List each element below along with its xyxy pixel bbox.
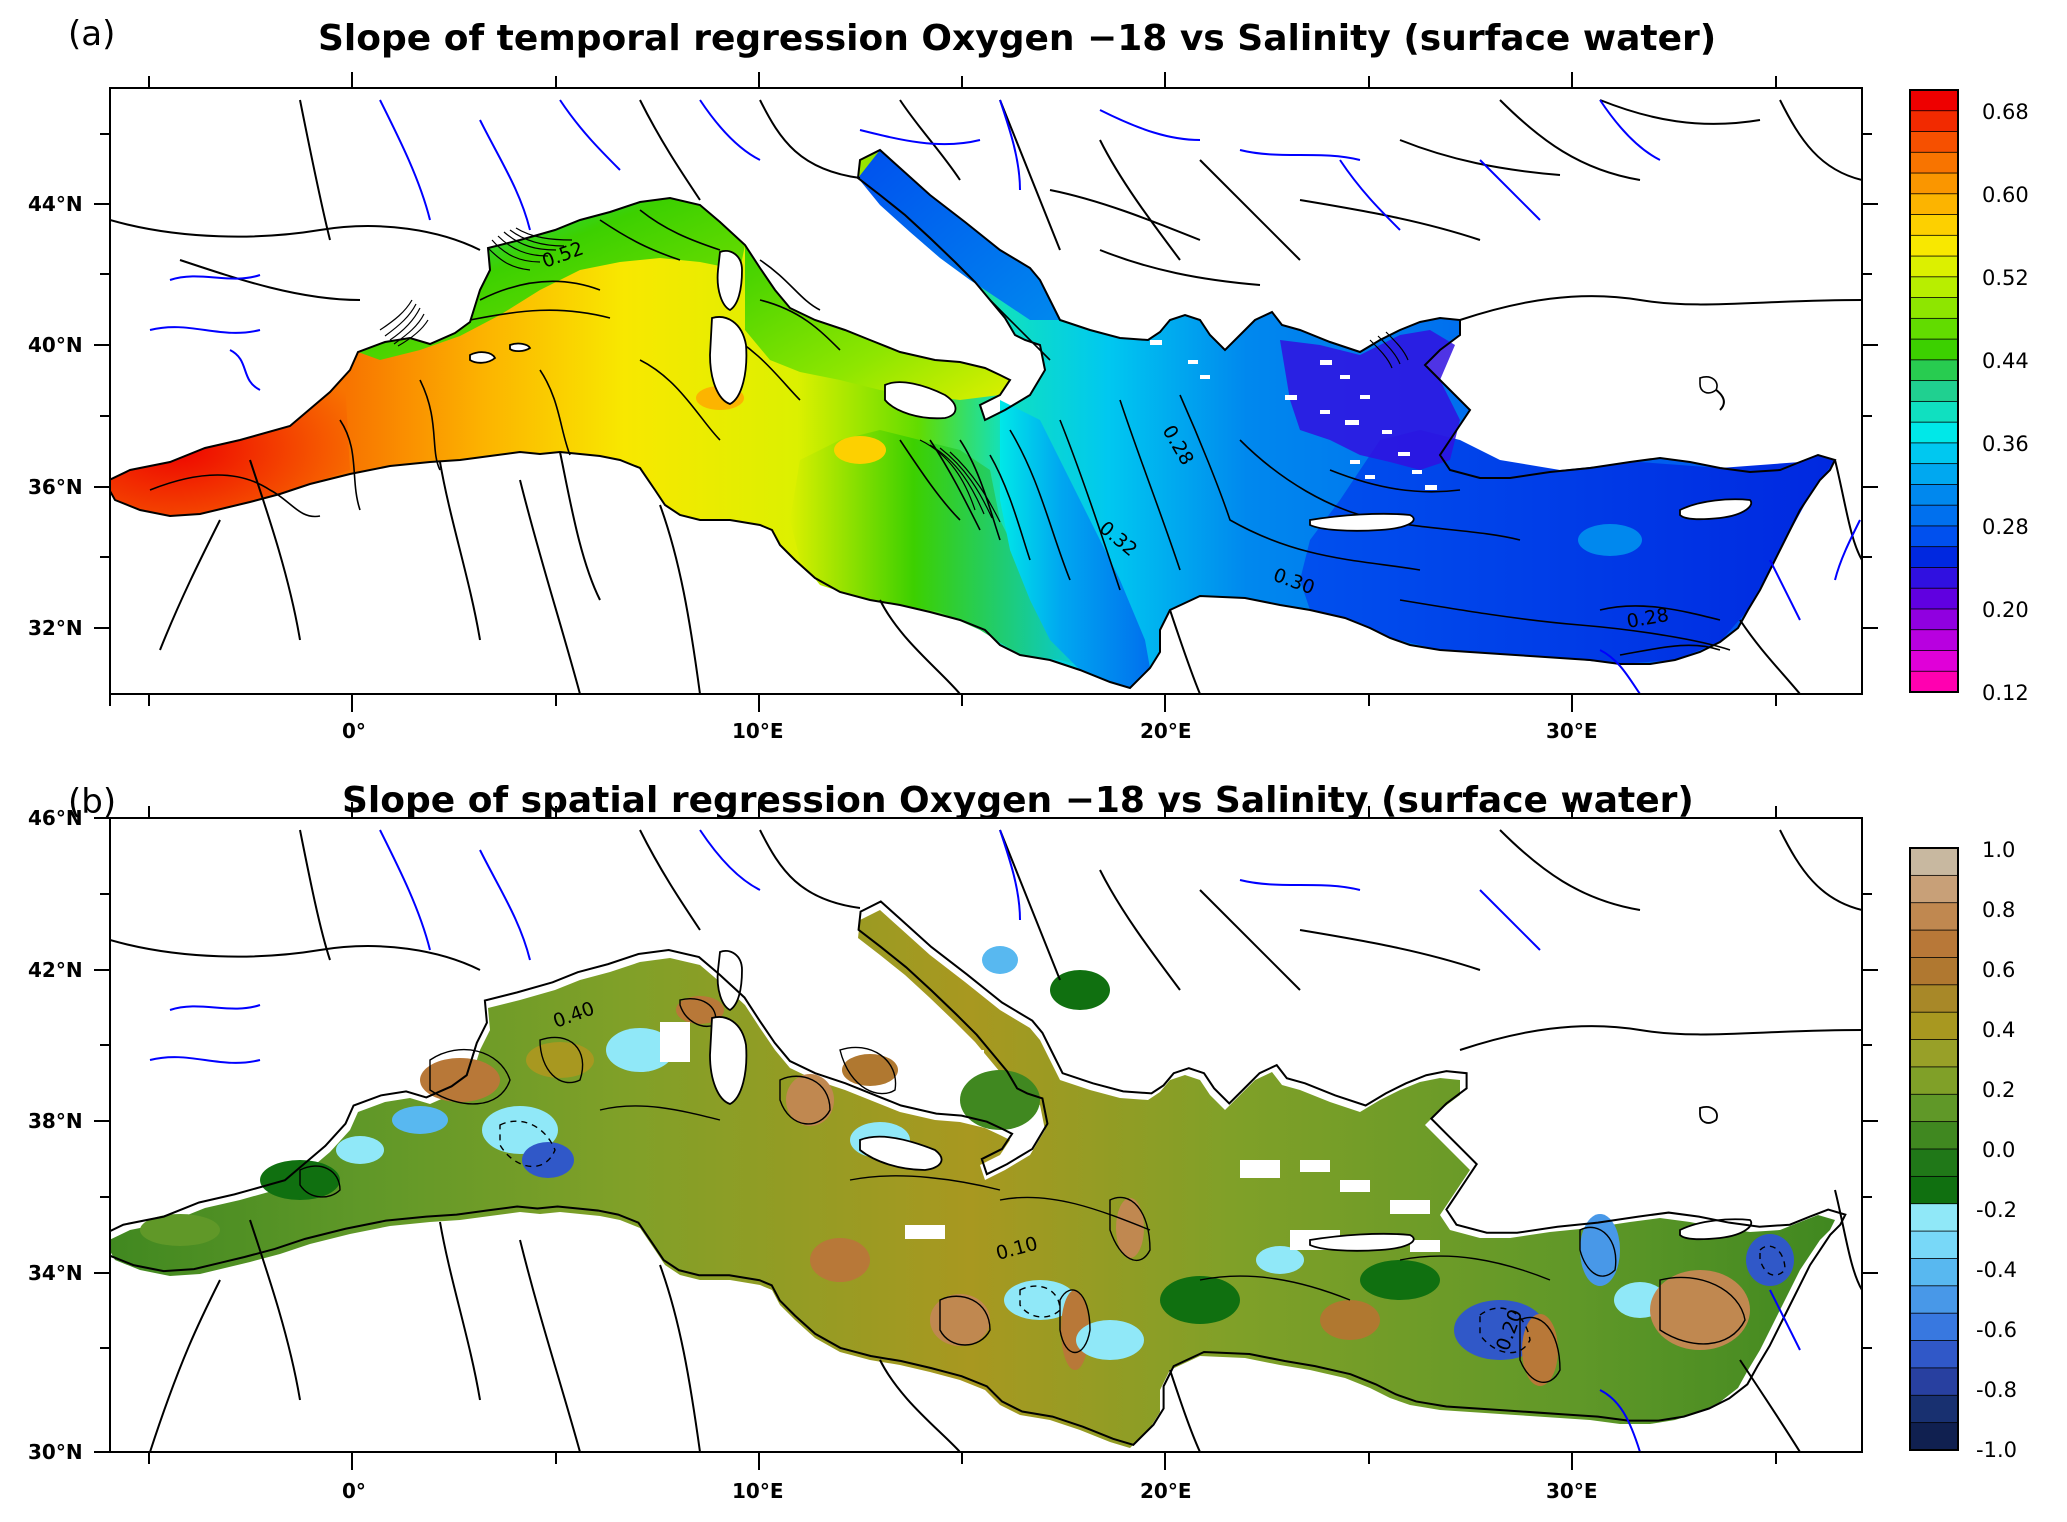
colorbar-swatch	[1909, 131, 1959, 154]
panel-a-colorbar-label: 0.36	[1982, 432, 2029, 456]
panel-b-colorbar-label: 0.6	[1982, 958, 2015, 982]
colorbar-swatch	[1909, 587, 1959, 610]
panel-a-lat-tick: 36°N	[28, 475, 83, 499]
colorbar-swatch	[1909, 1093, 1959, 1123]
panel-a-letter: (a)	[68, 14, 116, 54]
colorbar-swatch	[1909, 525, 1959, 548]
colorbar-swatch	[1909, 957, 1959, 986]
panel-a-colorbar-label: 0.20	[1982, 598, 2029, 622]
panel-b-lat-tick: 30°N	[28, 1440, 83, 1464]
colorbar-swatch	[1909, 193, 1959, 216]
colorbar-swatch	[1909, 297, 1959, 320]
colorbar-swatch	[1909, 421, 1959, 444]
colorbar-swatch	[1909, 1340, 1959, 1369]
panel-a-colorbar	[1909, 89, 1959, 693]
colorbar-swatch	[1909, 151, 1959, 174]
panel-a-lat-tick: 40°N	[28, 333, 83, 357]
panel-a-lon-tick: 30°E	[1546, 719, 1598, 743]
colorbar-swatch	[1909, 214, 1959, 237]
panel-b-lat-tick: 38°N	[28, 1109, 83, 1133]
panel-b-colorbar-label: -0.6	[1976, 1318, 2017, 1342]
panel-a-lon-tick: 10°E	[732, 719, 784, 743]
panel-b-lon-tick: 30°E	[1546, 1479, 1598, 1503]
colorbar-swatch	[1909, 1367, 1959, 1397]
panel-b-lon-tick: 20°E	[1140, 1479, 1192, 1503]
panel-b-colorbar-label: 1.0	[1982, 838, 2015, 862]
panel-a-lon-tick: 20°E	[1140, 719, 1192, 743]
panel-a-colorbar-label: 0.12	[1982, 681, 2029, 705]
panel-a-colorbar-label: 0.28	[1982, 515, 2029, 539]
panel-b-colorbar-label: -0.2	[1976, 1198, 2017, 1222]
panel-b-colorbar-label: -1.0	[1976, 1438, 2017, 1462]
panel-b-colorbar-label: -0.8	[1976, 1378, 2017, 1402]
colorbar-swatch	[1909, 1394, 1959, 1424]
colorbar-swatch	[1909, 929, 1959, 959]
colorbar-swatch	[1909, 1258, 1959, 1287]
colorbar-swatch	[1909, 1285, 1959, 1315]
panel-b-lon-tick: 10°E	[732, 1479, 784, 1503]
colorbar-swatch	[1909, 546, 1959, 569]
panel-b-colorbar-label: 0.4	[1982, 1018, 2015, 1042]
colorbar-swatch	[1909, 902, 1959, 931]
colorbar-swatch	[1909, 1175, 1959, 1205]
panel-b-colorbar-label: 0.2	[1982, 1078, 2015, 1102]
panel-b-colorbar-label: 0.8	[1982, 898, 2015, 922]
colorbar-swatch	[1909, 359, 1959, 382]
colorbar-swatch	[1909, 172, 1959, 195]
colorbar-swatch	[1909, 1203, 1959, 1232]
colorbar-swatch	[1909, 400, 1959, 424]
colorbar-swatch	[1909, 484, 1959, 507]
panel-a-colorbar-label: 0.52	[1982, 266, 2029, 290]
panel-b-lat-tick: 42°N	[28, 958, 83, 982]
colorbar-swatch	[1909, 1066, 1959, 1096]
colorbar-swatch	[1909, 1148, 1959, 1178]
colorbar-swatch	[1909, 504, 1959, 527]
colorbar-swatch	[1909, 629, 1959, 652]
colorbar-swatch	[1909, 1121, 1959, 1150]
colorbar-swatch	[1909, 1422, 1959, 1451]
colorbar-swatch	[1909, 442, 1959, 465]
panel-b-map: 0.40 0.10 0.20	[109, 817, 1863, 1453]
colorbar-swatch	[1909, 380, 1959, 403]
colorbar-swatch	[1909, 276, 1959, 299]
colorbar-swatch	[1909, 670, 1959, 693]
panel-b-colorbar	[1909, 847, 1959, 1451]
panel-a-colorbar-label: 0.60	[1982, 183, 2029, 207]
colorbar-swatch	[1909, 984, 1959, 1014]
colorbar-swatch	[1909, 1039, 1959, 1068]
colorbar-swatch	[1909, 567, 1959, 590]
panel-a-lat-tick: 44°N	[28, 192, 83, 216]
colorbar-swatch	[1909, 1011, 1959, 1041]
panel-b-colorbar-label: -0.4	[1976, 1258, 2017, 1282]
panel-b-letter: (b)	[68, 782, 117, 822]
panel-a-axes	[94, 72, 1878, 712]
panel-b-colorbar-label: 0.0	[1982, 1138, 2015, 1162]
panel-a-title: Slope of temporal regression Oxygen −18 …	[318, 18, 1717, 59]
colorbar-swatch	[1909, 463, 1959, 486]
colorbar-swatch	[1909, 338, 1959, 361]
colorbar-swatch	[1909, 89, 1959, 112]
colorbar-swatch	[1909, 1312, 1959, 1342]
colorbar-swatch	[1909, 234, 1959, 257]
colorbar-swatch	[1909, 608, 1959, 631]
panel-a-lon-tick: 0°	[342, 719, 366, 743]
panel-b-axes	[94, 802, 1878, 1470]
colorbar-swatch	[1909, 1230, 1959, 1260]
panel-b-lat-tick: 34°N	[28, 1261, 83, 1285]
panel-a-map: 0.52 0.28 0.32 0.30 0.28	[109, 87, 1863, 695]
colorbar-swatch	[1909, 255, 1959, 278]
panel-a-colorbar-label: 0.44	[1982, 349, 2029, 373]
panel-a-colorbar-label: 0.68	[1982, 100, 2029, 124]
panel-b-lat-tick: 46°N	[28, 806, 83, 830]
panel-a-lat-tick: 32°N	[28, 616, 83, 640]
colorbar-swatch	[1909, 650, 1959, 673]
colorbar-swatch	[1909, 317, 1959, 341]
colorbar-swatch	[1909, 874, 1959, 904]
panel-b-title: Slope of spatial regression Oxygen −18 v…	[342, 780, 1694, 821]
colorbar-swatch	[1909, 110, 1959, 133]
colorbar-swatch	[1909, 847, 1959, 877]
panel-b-lon-tick: 0°	[342, 1479, 366, 1503]
